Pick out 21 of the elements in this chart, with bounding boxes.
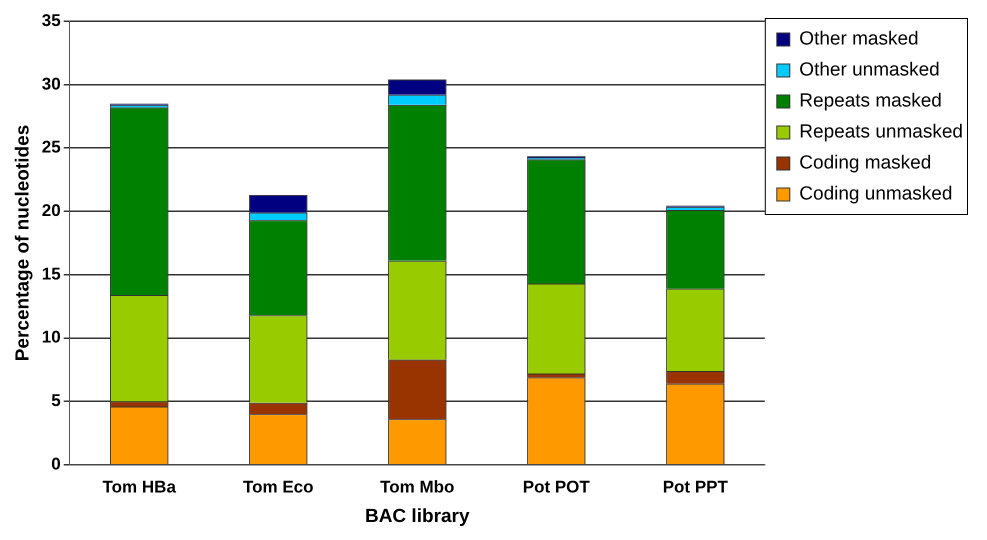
legend-label: Coding masked [799, 152, 932, 174]
x-tick-label: Pot PPT [662, 478, 728, 497]
y-tick-label: 30 [42, 74, 61, 94]
legend-label: Repeats unmasked [799, 122, 964, 143]
y-tick-label: 15 [42, 264, 61, 284]
x-tick-label: Pot POT [522, 478, 590, 497]
legend-label: Repeats masked [799, 90, 942, 112]
y-tick-label: 10 [42, 328, 61, 347]
y-tick-label: 35 [42, 10, 61, 30]
legend-label: Coding unmasked [799, 184, 952, 205]
x-tick-label: Tom HBa [102, 478, 176, 497]
legend-label: Other unmasked [799, 60, 940, 81]
x-axis-title: BAC library [364, 506, 470, 527]
x-tick-label: Tom Eco [242, 478, 314, 497]
y-tick-label: 25 [42, 138, 61, 157]
x-tick-label: Tom Mbo [380, 478, 454, 497]
legend-label: Other masked [799, 28, 919, 50]
y-tick-label: 5 [51, 391, 61, 410]
y-axis-title: Percentage of nucleotides [12, 124, 34, 362]
y-tick-label: 20 [42, 201, 61, 220]
y-tick-label: 0 [51, 454, 61, 474]
